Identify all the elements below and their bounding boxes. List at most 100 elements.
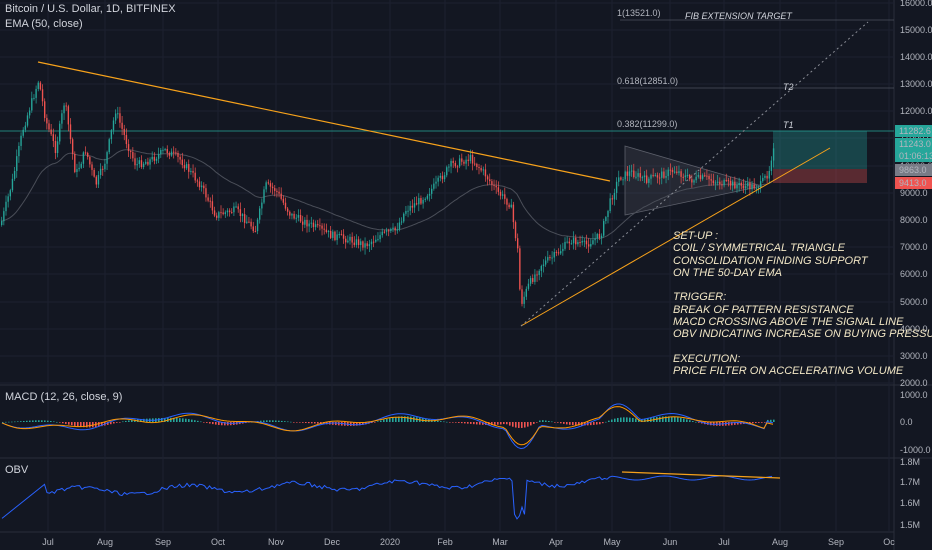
candle-body[interactable] xyxy=(7,196,9,202)
candle-body[interactable] xyxy=(504,194,506,199)
time-axis-label[interactable]: May xyxy=(603,537,621,547)
candle-body[interactable] xyxy=(600,235,603,239)
candle-body[interactable] xyxy=(218,212,220,218)
candle-body[interactable] xyxy=(536,274,538,276)
candle-body[interactable] xyxy=(512,204,515,223)
candle-body[interactable] xyxy=(381,231,383,236)
candle-body[interactable] xyxy=(680,171,682,177)
candle-body[interactable] xyxy=(609,198,611,212)
candle-body[interactable] xyxy=(340,234,343,236)
candle-body[interactable] xyxy=(95,176,97,185)
candle-body[interactable] xyxy=(734,181,736,189)
candle-body[interactable] xyxy=(691,179,693,183)
candle-body[interactable] xyxy=(654,175,656,177)
candle-body[interactable] xyxy=(686,174,689,176)
candle-body[interactable] xyxy=(585,240,588,245)
candle-body[interactable] xyxy=(450,160,452,167)
macd-line[interactable] xyxy=(1,403,774,450)
candle-body[interactable] xyxy=(519,248,521,290)
candle-body[interactable] xyxy=(732,181,734,186)
price-tag-value[interactable]: 11282.6 xyxy=(899,126,931,136)
candle-body[interactable] xyxy=(762,177,764,182)
time-axis-label[interactable]: Mar xyxy=(492,537,508,547)
candle-body[interactable] xyxy=(293,213,295,219)
candle-body[interactable] xyxy=(175,152,177,154)
candle-body[interactable] xyxy=(646,175,648,183)
candle-body[interactable] xyxy=(209,200,211,202)
candle-body[interactable] xyxy=(259,208,261,220)
candle-body[interactable] xyxy=(566,241,568,243)
candle-body[interactable] xyxy=(392,227,394,230)
candle-body[interactable] xyxy=(248,221,250,223)
candle-body[interactable] xyxy=(615,181,618,193)
candle-body[interactable] xyxy=(235,206,237,208)
stop-loss-zone[interactable] xyxy=(773,169,867,183)
candle-body[interactable] xyxy=(407,210,409,212)
candle-body[interactable] xyxy=(656,175,659,178)
candle-body[interactable] xyxy=(605,217,607,222)
candle-body[interactable] xyxy=(446,167,448,176)
candle-body[interactable] xyxy=(48,123,50,130)
candle-body[interactable] xyxy=(671,169,674,173)
candle-body[interactable] xyxy=(50,129,52,135)
candle-body[interactable] xyxy=(289,211,291,216)
candle-body[interactable] xyxy=(304,219,306,225)
candle-body[interactable] xyxy=(181,159,183,166)
candle-body[interactable] xyxy=(562,248,564,252)
candle-body[interactable] xyxy=(125,134,128,145)
candle-body[interactable] xyxy=(67,106,70,125)
price-tag-value[interactable]: 01:06:13 xyxy=(899,151,932,161)
candle-body[interactable] xyxy=(452,160,454,163)
candle-body[interactable] xyxy=(9,190,11,197)
candle-body[interactable] xyxy=(596,233,598,239)
macd-axis-label[interactable]: -1000.0 xyxy=(900,445,931,455)
candle-body[interactable] xyxy=(16,156,18,171)
candle-body[interactable] xyxy=(207,197,209,201)
projection-dotted-line[interactable] xyxy=(520,21,869,327)
candle-body[interactable] xyxy=(738,182,740,186)
time-axis-label[interactable]: Jul xyxy=(718,537,730,547)
candle-body[interactable] xyxy=(11,178,14,191)
candle-body[interactable] xyxy=(336,234,338,241)
candle-body[interactable] xyxy=(704,175,706,177)
candle-body[interactable] xyxy=(102,168,104,170)
candle-body[interactable] xyxy=(357,239,360,246)
candle-body[interactable] xyxy=(267,182,269,184)
candle-body[interactable] xyxy=(280,193,282,199)
candle-body[interactable] xyxy=(364,243,366,248)
candle-body[interactable] xyxy=(751,184,753,190)
obv-axis-label[interactable]: 1.5M xyxy=(900,520,920,530)
candle-body[interactable] xyxy=(673,171,676,173)
candle-body[interactable] xyxy=(714,182,717,184)
candle-body[interactable] xyxy=(553,252,555,258)
candle-body[interactable] xyxy=(226,210,229,213)
candle-body[interactable] xyxy=(173,151,175,153)
candle-body[interactable] xyxy=(456,166,459,168)
candle-body[interactable] xyxy=(145,161,147,164)
candle-body[interactable] xyxy=(44,101,46,118)
candle-body[interactable] xyxy=(18,145,20,157)
candle-body[interactable] xyxy=(424,198,426,200)
candle-body[interactable] xyxy=(321,225,323,229)
candle-body[interactable] xyxy=(759,181,762,188)
candle-body[interactable] xyxy=(749,182,751,190)
candle-body[interactable] xyxy=(160,149,162,155)
candle-body[interactable] xyxy=(24,125,27,130)
price-axis-label[interactable]: 13000.0 xyxy=(900,79,932,89)
candle-body[interactable] xyxy=(768,170,770,179)
candle-body[interactable] xyxy=(669,169,672,171)
candle-body[interactable] xyxy=(648,178,650,183)
candle-body[interactable] xyxy=(682,176,684,178)
candle-body[interactable] xyxy=(579,242,581,244)
candle-body[interactable] xyxy=(484,169,487,177)
candle-body[interactable] xyxy=(428,193,431,196)
candle-body[interactable] xyxy=(1,221,3,225)
candle-body[interactable] xyxy=(104,163,106,170)
candle-body[interactable] xyxy=(220,212,222,214)
macd-axis-label[interactable]: 1000.0 xyxy=(900,390,928,400)
time-axis-label[interactable]: Oc xyxy=(883,537,895,547)
candle-body[interactable] xyxy=(379,235,381,240)
candle-body[interactable] xyxy=(755,188,758,190)
candle-body[interactable] xyxy=(71,139,74,154)
